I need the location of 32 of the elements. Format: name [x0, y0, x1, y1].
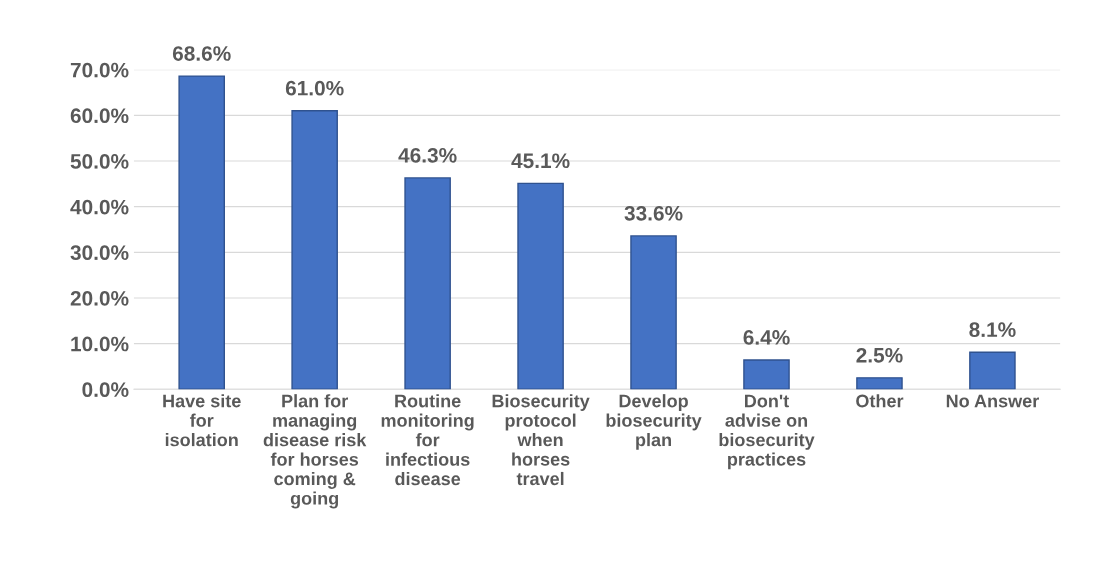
bar — [856, 377, 903, 390]
y-tick-label: 50.0% — [70, 154, 129, 169]
bar — [630, 235, 677, 390]
x-tick-label: Plan for managing disease risk for horses coming & going — [263, 394, 367, 509]
bar — [404, 177, 451, 390]
y-tick-label: 40.0% — [70, 199, 129, 215]
data-label: 45.1% — [511, 153, 570, 169]
bar — [969, 351, 1016, 390]
x-tick-label: Biosecurity protocol when horses travel — [492, 394, 590, 486]
data-label: 61.0% — [285, 80, 344, 96]
y-tick-label: 10.0% — [71, 336, 129, 352]
x-tick-label: Have site for isolation — [163, 394, 241, 447]
data-label: 6.4% — [743, 330, 790, 345]
bar — [291, 110, 338, 390]
bar — [178, 75, 225, 390]
data-label: 2.5% — [856, 347, 903, 363]
x-tick-label: Develop biosecurity plan — [606, 394, 702, 450]
bar — [517, 182, 564, 390]
x-tick-label: No Answer — [946, 394, 1039, 408]
y-tick-label: 30.0% — [70, 245, 129, 261]
data-label: 33.6% — [624, 205, 683, 221]
y-tick-label: 20.0% — [70, 290, 129, 306]
y-tick-label: 60.0% — [70, 108, 129, 124]
data-label: 8.1% — [969, 322, 1016, 338]
x-tick-label: Don't advise on biosecurity practices — [719, 394, 815, 470]
x-tick-label: Routine monitoring for infectious disease — [381, 394, 474, 486]
bar — [743, 359, 790, 390]
y-tick-label: 70.0% — [70, 62, 129, 78]
x-tick-label: Other — [856, 394, 904, 408]
data-label: 46.3% — [398, 147, 457, 163]
data-label: 68.6% — [172, 46, 231, 61]
y-tick-label: 0.0% — [82, 382, 129, 398]
